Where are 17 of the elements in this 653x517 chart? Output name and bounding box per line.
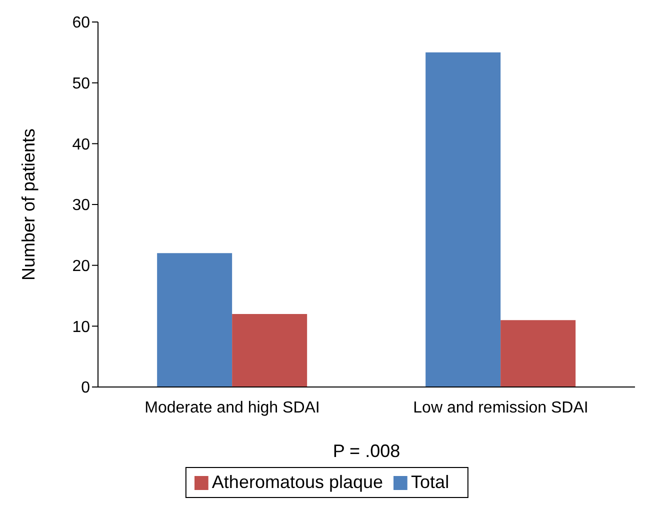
y-tick-label: 0 [81, 380, 90, 397]
y-tick-label: 50 [72, 76, 90, 93]
y-tick-label: 20 [72, 258, 90, 276]
bar [500, 320, 576, 387]
x-axis-title: P = .008 [332, 441, 400, 461]
y-tick-label: 30 [72, 197, 90, 214]
bar [426, 52, 501, 387]
bar [232, 314, 308, 387]
legend-label: Total [411, 472, 450, 492]
bar [157, 253, 232, 387]
y-tick-label: 60 [72, 14, 90, 32]
y-axis-title: Number of patients [18, 128, 38, 281]
y-tick-label: 10 [72, 318, 90, 336]
legend-label: Atheromatous plaque [212, 472, 384, 492]
x-tick-label: Low and remission SDAI [413, 399, 588, 416]
y-tick-label: 40 [72, 136, 90, 154]
x-tick-label: Moderate and high SDAI [144, 399, 320, 416]
